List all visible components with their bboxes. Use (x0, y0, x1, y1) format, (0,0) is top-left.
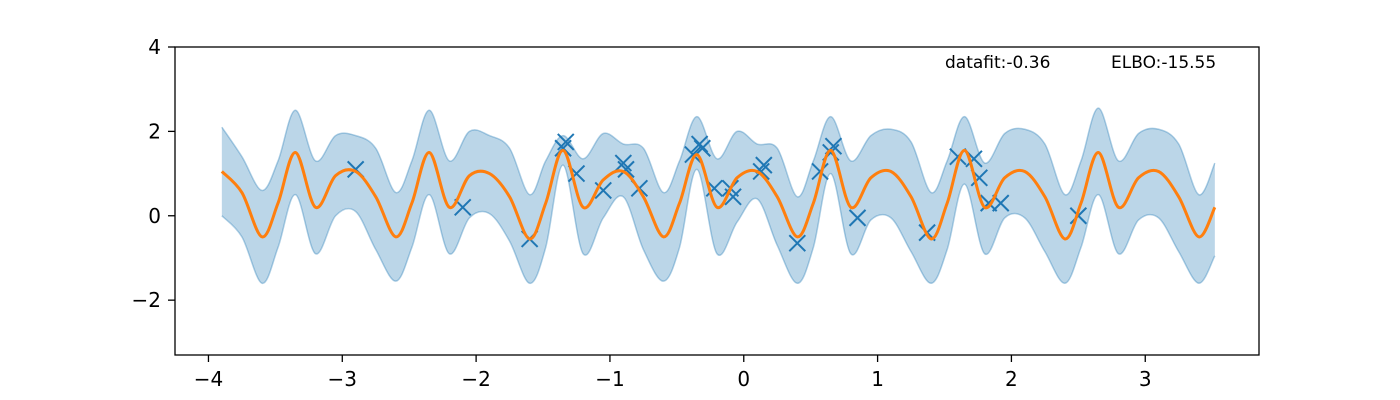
data-point (614, 154, 633, 172)
y-tick-label: 0 (148, 204, 161, 228)
data-point (848, 209, 867, 227)
data-point (684, 145, 702, 164)
data-point (788, 234, 807, 252)
data-point (617, 160, 635, 179)
x-tick-label: 0 (737, 367, 750, 391)
axes-frame (174, 46, 1260, 356)
confidence-band-lower-edge (221, 164, 1216, 285)
plot-area (220, 107, 1217, 285)
elbo-label: ELBO:-15.55 (1111, 53, 1216, 73)
y-axis: −2 0 2 4 (132, 35, 175, 312)
data-point (752, 162, 770, 181)
data-points (346, 133, 1088, 252)
x-tick-label: 2 (1005, 367, 1018, 391)
y-tick-label: 4 (148, 35, 161, 59)
confidence-band-upper-edge (221, 107, 1216, 198)
x-tick-label: −3 (328, 367, 357, 391)
data-point (557, 133, 575, 151)
x-tick-label: −2 (461, 367, 490, 391)
confidence-band (221, 108, 1215, 284)
x-tick-label: 1 (871, 367, 884, 391)
data-point (755, 156, 773, 174)
data-point (811, 162, 829, 181)
x-tick-label: −4 (194, 367, 223, 391)
x-axis: −4 −3 −2 −1 0 1 2 3 (194, 355, 1152, 391)
data-point (554, 139, 572, 157)
y-tick-label: 2 (148, 119, 161, 143)
data-point (690, 135, 709, 153)
data-point (1069, 207, 1088, 225)
x-tick-label: −1 (595, 367, 624, 391)
x-tick-label: 3 (1139, 367, 1152, 391)
datafit-label: datafit:-0.36 (945, 53, 1050, 73)
mean-curve (220, 148, 1217, 241)
y-tick-label: −2 (132, 288, 161, 312)
